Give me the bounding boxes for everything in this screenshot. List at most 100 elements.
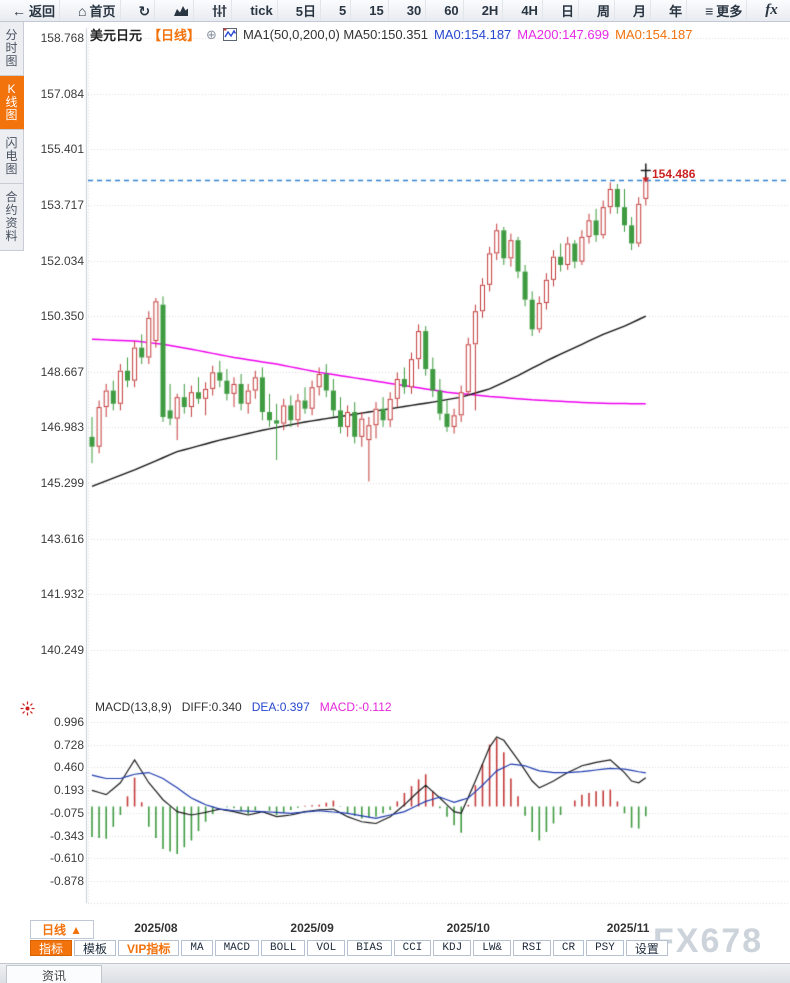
toolbar-button-label: 更多: [716, 4, 743, 19]
macd-dea-value: DEA:0.397: [251, 700, 310, 714]
indicator-tab-vip指标[interactable]: VIP指标: [118, 940, 180, 956]
toolbar-button-area-chart[interactable]: [169, 0, 195, 21]
toolbar-button-5d[interactable]: 5日: [292, 0, 321, 21]
toolbar-button-h2[interactable]: 2H: [478, 0, 504, 21]
indicator-tab-bias[interactable]: BIAS: [347, 940, 392, 956]
indicator-tab-kdj[interactable]: KDJ: [433, 940, 472, 956]
toolbar-button-fx[interactable]: fx: [761, 0, 782, 21]
macd-diff-value: DIFF:0.340: [181, 700, 242, 714]
indicator-tab-macd[interactable]: MACD: [214, 940, 259, 956]
indicator-tab-lw&[interactable]: LW&: [473, 940, 512, 956]
price-axis-label: 157.084: [40, 86, 84, 101]
toolbar-button-label: 周: [597, 4, 611, 19]
toolbar-button-label: 日: [560, 4, 574, 19]
toolbar-button-m60[interactable]: 60: [440, 0, 464, 21]
toolbar-button-label: 年: [669, 4, 683, 19]
toolbar-button-label: 首页: [89, 4, 116, 19]
toolbar-button-label: 30: [406, 3, 422, 18]
menu-icon: ≡: [705, 2, 714, 19]
price-axis-label: 150.350: [40, 309, 84, 324]
toolbar-button-year[interactable]: 年: [665, 0, 688, 21]
home-icon: ⌂: [78, 2, 87, 19]
macd-axis-label: -0.343: [49, 828, 84, 843]
toolbar-button-label: 月: [633, 4, 647, 19]
indicator-tab-cr[interactable]: CR: [552, 940, 585, 956]
toolbar-button-month[interactable]: 月: [629, 0, 652, 21]
indicator-tab-psy[interactable]: PSY: [586, 940, 624, 956]
toolbar-button-label: 返回: [29, 4, 56, 19]
toolbar-button-candlestick[interactable]: [208, 0, 233, 21]
x-axis-month-label: 2025/08: [134, 921, 178, 935]
price-axis-label: 145.299: [40, 476, 84, 491]
indicator-tab-cci[interactable]: CCI: [393, 940, 432, 956]
toolbar-button-home[interactable]: ⌂ 首页: [74, 0, 121, 21]
toolbar-button-back[interactable]: ← 返回: [8, 0, 61, 21]
indicator-tab-ma[interactable]: MA: [181, 940, 213, 956]
indicator-tab-指标[interactable]: 指标: [30, 940, 73, 956]
toolbar-button-day[interactable]: 日: [557, 0, 579, 21]
x-axis-month-label: 2025/10: [446, 921, 490, 935]
period-selector-label: 日线: [42, 923, 67, 937]
ma200-value: MA200:147.699: [517, 27, 610, 42]
ma0-blue-value: MA0:154.187: [433, 27, 512, 42]
sidebar-tab-lightning[interactable]: 闪电图: [0, 130, 24, 184]
symbol-name: 美元日元: [90, 28, 143, 43]
macd-axis-label: 0.728: [53, 737, 84, 752]
chevron-up-icon: ▲: [70, 922, 82, 937]
indicator-sun-icon[interactable]: [20, 701, 35, 716]
macd-axis-label: 0.460: [53, 760, 84, 775]
toolbar-button-refresh[interactable]: ↻: [135, 0, 156, 21]
x-axis-month-label: 2025/09: [290, 921, 334, 935]
back-icon: ←: [12, 2, 26, 19]
toolbar-button-label: 15: [369, 3, 384, 18]
toolbar-button-label: 5日: [295, 4, 316, 19]
sidebar-tab-contract-info[interactable]: 合约资料: [0, 184, 24, 251]
fx-function-icon: fx: [765, 2, 778, 18]
price-axis-label: 146.983: [40, 420, 84, 435]
toolbar-button-m5[interactable]: 5: [335, 0, 352, 21]
price-axis-label: 140.249: [40, 643, 84, 657]
current-price-label: 154.486: [652, 166, 696, 181]
period-selector-button[interactable]: 日线 ▲: [30, 920, 94, 939]
indicator-tabbar: 指标 模板 VIP指标 MA MACD BOLL VOL BIAS CCI KDJ LW& RSI CR…: [30, 940, 668, 956]
toolbar-button-label: 4H: [521, 3, 538, 18]
indicator-tab-设置[interactable]: 设置: [625, 940, 668, 956]
indicator-tab-boll[interactable]: BOLL: [260, 940, 306, 956]
x-axis-month-label: 2025/11: [606, 921, 650, 935]
add-indicator-icon[interactable]: ⊕: [206, 26, 217, 42]
top-toolbar: ← 返回 ⌂ 首页 ↻ tick 5日 5 15 30 60 2H 4H 日 周 月 年 ≡ 更多 fx: [0, 0, 790, 22]
price-axis-label: 153.717: [40, 197, 84, 212]
toolbar-button-label: 2H: [481, 3, 499, 18]
macd-axis-label: 0.193: [53, 783, 84, 798]
toolbar-button-tick[interactable]: tick: [246, 0, 278, 21]
area-chart-icon: [173, 4, 189, 17]
indicator-tab-rsi[interactable]: RSI: [513, 940, 551, 956]
sidebar-tab-time-share[interactable]: 分时图: [0, 22, 24, 76]
toolbar-button-label: 60: [444, 3, 459, 18]
price-axis-label: 141.932: [40, 587, 84, 602]
indicator-tab-vol[interactable]: VOL: [307, 940, 346, 956]
toolbar-button-h4[interactable]: 4H: [517, 0, 543, 21]
refresh-icon: ↻: [138, 2, 151, 19]
macd-axis-label: -0.610: [49, 851, 84, 866]
macd-title: MACD(13,8,9): [95, 700, 172, 714]
ma0-orange-value: MA0:154.187: [615, 27, 693, 42]
price-axis-label: 155.401: [40, 142, 84, 157]
price-axis-label: 158.768: [40, 31, 84, 45]
toolbar-button-m30[interactable]: 30: [403, 0, 427, 21]
news-tab[interactable]: 资讯: [6, 965, 102, 983]
indicator-tab-模板[interactable]: 模板: [74, 940, 117, 956]
toolbar-button-label: tick: [250, 3, 273, 18]
ma-settings-label: MA1(50,0,200,0) MA50:150.351: [242, 27, 428, 42]
status-bar: 资讯: [0, 963, 790, 983]
toolbar-button-more[interactable]: ≡ 更多: [701, 0, 748, 21]
brand-watermark: FX678: [653, 922, 764, 960]
indicator-chart-icon: [222, 28, 237, 41]
toolbar-button-week[interactable]: 周: [593, 0, 616, 21]
macd-bar-value: MACD:-0.112: [319, 700, 392, 714]
toolbar-button-m15[interactable]: 15: [365, 0, 389, 21]
